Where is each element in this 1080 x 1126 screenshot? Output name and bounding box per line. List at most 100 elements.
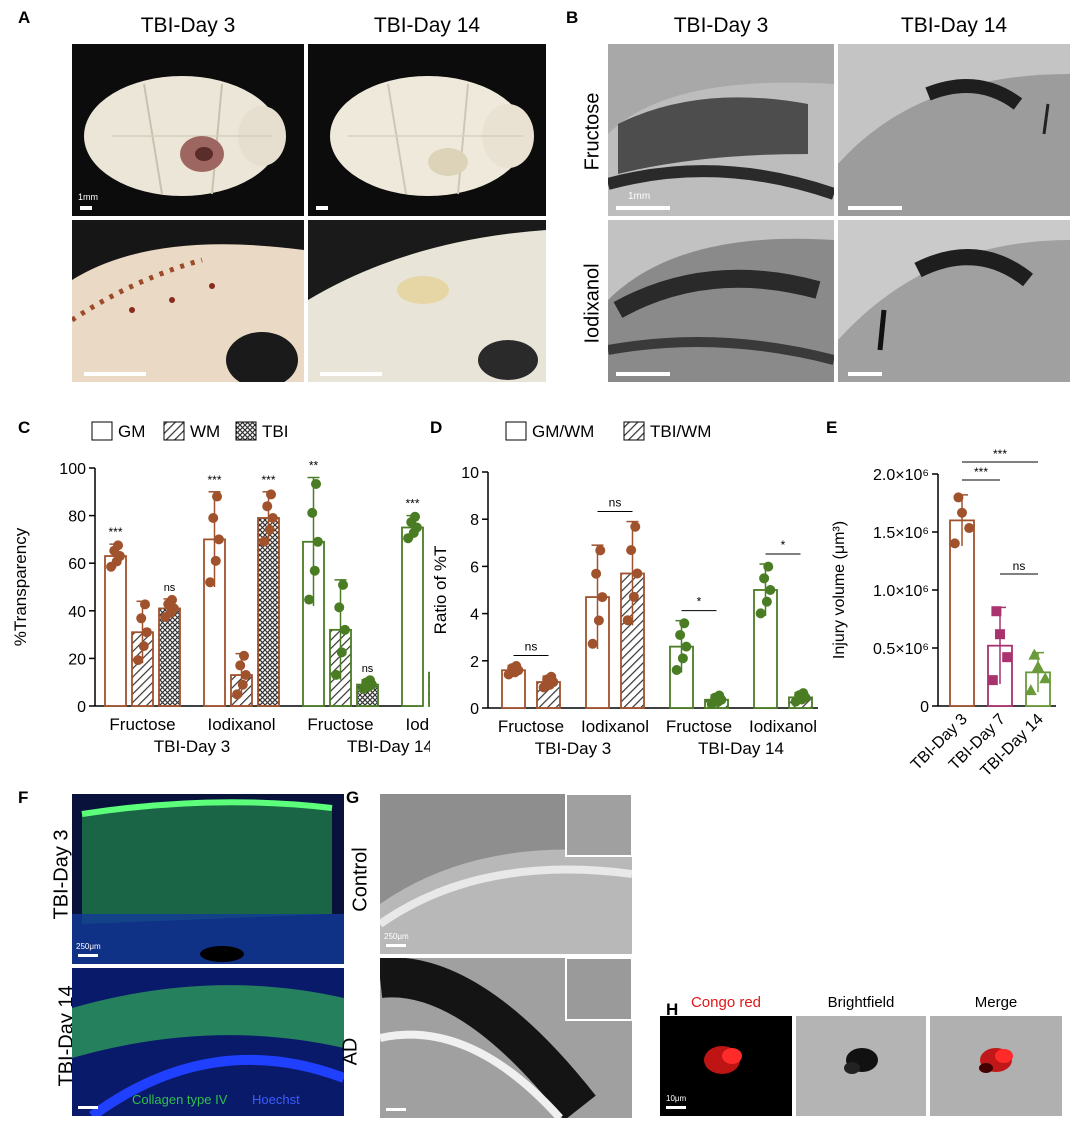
y-axis-label: Injury volume (μm³) bbox=[831, 521, 848, 659]
data-point bbox=[546, 671, 557, 682]
bar bbox=[158, 607, 181, 707]
panel-a-col-title-day3: TBI-Day 3 bbox=[140, 14, 236, 37]
data-point bbox=[591, 568, 602, 579]
chart-c: 0 20 40 60 80 100 %Transparency GM WM TBI *** ns Fru… bbox=[11, 421, 430, 756]
y-tick-label: 0.5×10⁶ bbox=[873, 641, 929, 658]
data-point bbox=[761, 596, 772, 607]
panel-h-scale-label: 10μm bbox=[666, 1094, 687, 1103]
panel-b-fructose-day14-photo bbox=[838, 44, 1070, 216]
data-point bbox=[949, 538, 960, 549]
significance-label: *** bbox=[261, 473, 275, 487]
data-point bbox=[755, 608, 766, 619]
data-point bbox=[311, 478, 322, 489]
significance-label: *** bbox=[993, 447, 1007, 461]
y-tick-label: 60 bbox=[68, 556, 86, 573]
panel-a-section-day3-photo bbox=[72, 220, 304, 382]
data-point bbox=[763, 561, 774, 572]
data-point bbox=[331, 669, 342, 680]
panel-h-title-merge: Merge bbox=[974, 994, 1018, 1011]
panel-b-iodixanol-day14-photo bbox=[838, 220, 1070, 382]
data-point bbox=[597, 592, 608, 603]
data-point bbox=[628, 591, 639, 602]
legend-swatch bbox=[163, 421, 185, 441]
data-point bbox=[212, 491, 223, 502]
y-tick-label: 1.5×10⁶ bbox=[873, 525, 929, 542]
data-point bbox=[964, 523, 975, 534]
significance-label: ** bbox=[309, 459, 319, 473]
data-point bbox=[1024, 684, 1037, 696]
y-tick-label: 0 bbox=[470, 701, 479, 718]
data-point bbox=[232, 689, 243, 700]
x-tick-label: Fructose bbox=[498, 717, 564, 736]
data-point bbox=[675, 629, 686, 640]
significance-label: ns bbox=[525, 640, 538, 654]
data-point bbox=[410, 511, 421, 522]
data-point bbox=[632, 568, 643, 579]
data-point bbox=[141, 627, 152, 638]
data-point bbox=[312, 536, 323, 547]
y-tick-label: 8 bbox=[470, 512, 479, 529]
data-point bbox=[595, 545, 606, 556]
significance-label: * bbox=[697, 595, 702, 609]
significance-label: *** bbox=[108, 525, 122, 539]
panel-b-row-title-iodixanol: Iodixanol bbox=[581, 263, 604, 344]
x-tick-label: Iodixanol bbox=[405, 715, 430, 734]
data-point bbox=[239, 650, 250, 661]
data-point bbox=[307, 507, 318, 518]
legend-swatch bbox=[91, 421, 113, 441]
x-tick-label: Iodixanol bbox=[749, 717, 817, 736]
panel-a-col-title-day14: TBI-Day 14 bbox=[373, 14, 481, 37]
significance-label: * bbox=[781, 538, 786, 552]
panel-g-row-title-ad: AD bbox=[339, 1037, 362, 1066]
data-point bbox=[626, 545, 637, 556]
data-point bbox=[240, 670, 251, 681]
panel-b-col-title-day3: TBI-Day 3 bbox=[673, 14, 769, 37]
data-point bbox=[511, 660, 522, 671]
condition-label: TBI-Day 3 bbox=[535, 739, 612, 758]
data-point bbox=[208, 512, 219, 523]
significance-label: *** bbox=[974, 465, 988, 479]
panel-f-day14-photo: Collagen type IV Hoechst bbox=[72, 968, 344, 1116]
data-point bbox=[953, 492, 964, 503]
condition-label: TBI-Day 14 bbox=[347, 737, 430, 756]
data-point bbox=[991, 606, 1002, 617]
x-tick-label: Iodixanol bbox=[581, 717, 649, 736]
legend-label: WM bbox=[190, 422, 220, 441]
legend-label: TBI bbox=[262, 422, 288, 441]
legend-swatch bbox=[235, 421, 257, 441]
panel-label-e: E bbox=[826, 418, 838, 437]
data-point bbox=[237, 679, 248, 690]
data-point bbox=[630, 521, 641, 532]
data-point bbox=[622, 615, 633, 626]
panel-f-day3-photo: 250μm bbox=[72, 794, 344, 964]
data-point bbox=[235, 660, 246, 671]
data-point bbox=[338, 579, 349, 590]
data-point bbox=[681, 641, 692, 652]
y-tick-label: 1.0×10⁶ bbox=[873, 583, 929, 600]
significance-label: *** bbox=[207, 473, 221, 487]
data-point bbox=[365, 675, 376, 686]
condition-label: TBI-Day 14 bbox=[698, 739, 784, 758]
panel-g-row-title-control: Control bbox=[349, 847, 372, 912]
y-axis-label: %Transparency bbox=[11, 527, 30, 646]
data-point bbox=[587, 638, 598, 649]
y-tick-label: 20 bbox=[68, 651, 86, 668]
data-point bbox=[304, 594, 315, 605]
data-point bbox=[1028, 648, 1041, 660]
panel-f-row-title-day3: TBI-Day 3 bbox=[50, 829, 73, 920]
data-point bbox=[336, 647, 347, 658]
data-point bbox=[264, 524, 275, 535]
legend-swatch bbox=[505, 421, 527, 441]
chart-e: 0 0.5×10⁶ 1.0×10⁶ 1.5×10⁶ 2.0×10⁶ Injury volu… bbox=[831, 447, 1056, 780]
panel-g-scale-label: 250μm bbox=[384, 932, 409, 941]
bar bbox=[428, 671, 430, 707]
data-point bbox=[995, 629, 1005, 640]
y-tick-label: 0 bbox=[77, 699, 86, 716]
data-point bbox=[140, 599, 151, 610]
data-point bbox=[213, 534, 224, 545]
data-point bbox=[339, 624, 350, 635]
significance-label: ns bbox=[164, 582, 176, 594]
y-tick-label: 40 bbox=[68, 604, 86, 621]
y-tick-label: 4 bbox=[470, 607, 479, 624]
bar bbox=[104, 555, 127, 707]
